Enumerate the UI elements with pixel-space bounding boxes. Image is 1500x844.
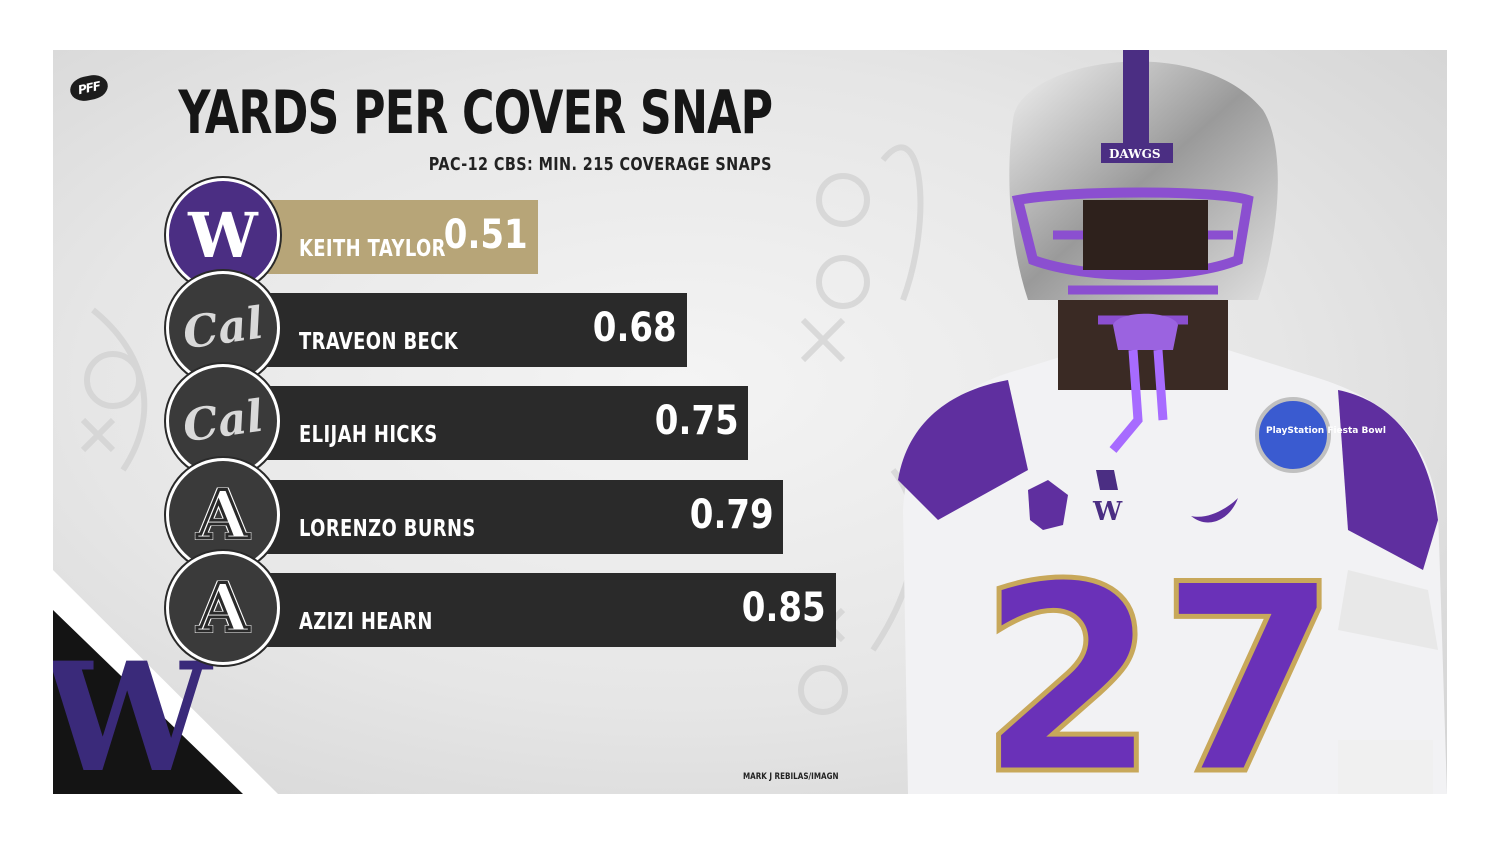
bar	[266, 293, 687, 367]
bar-row: KEITH TAYLOR 0.51 W	[166, 178, 866, 292]
bar	[266, 200, 538, 274]
team-logo-mark: W	[188, 198, 258, 272]
data-label: 0.85	[742, 585, 826, 631]
bar	[266, 386, 749, 460]
svg-text:W: W	[53, 630, 214, 794]
bar-row: LORENZO BURNS 0.79 A	[166, 458, 866, 572]
corner-w-decoration: W	[53, 570, 278, 794]
helmet-text: DAWGS	[1109, 147, 1161, 161]
team-logo-mark: Cal	[179, 297, 267, 359]
bar-chart: KEITH TAYLOR 0.51 W TRAVEON BECK 0.68 Cal ELIJ…	[53, 50, 1447, 794]
bar-label: KEITH TAYLOR	[299, 236, 446, 262]
arizona-logo-icon: A	[166, 551, 280, 665]
bar-label: TRAVEON BECK	[299, 329, 459, 355]
data-label: 0.75	[654, 398, 739, 444]
jersey-number: 27	[978, 530, 1340, 794]
bar-row: AZIZI HEARN 0.85 A	[166, 551, 866, 665]
data-label: 0.51	[444, 212, 528, 258]
bar	[266, 573, 836, 647]
team-logo-mark: A	[196, 475, 250, 556]
graphic-card: W PFF YARDS PER COVER SNAP PAC-12 CBS: M…	[53, 50, 1447, 794]
chart-subtitle: PAC-12 CBS: MIN. 215 COVERAGE SNAPS	[428, 154, 772, 175]
bar-label: ELIJAH HICKS	[299, 422, 438, 448]
bar-row: TRAVEON BECK 0.68 Cal	[166, 271, 866, 385]
svg-text:W: W	[1092, 497, 1123, 527]
team-logo-mark: Cal	[179, 390, 267, 452]
data-label: 0.79	[689, 492, 774, 538]
bar-row: ELIJAH HICKS 0.75 Cal	[166, 364, 866, 478]
photo-credit: MARK J REBILAS/IMAGN	[743, 772, 839, 782]
team-logo-mark: A	[196, 568, 250, 649]
bowl-patch: PlayStation Fiesta Bowl	[1266, 426, 1386, 436]
chart-title: YARDS PER COVER SNAP	[178, 78, 773, 148]
player-photo: DAWGS W 27 PlayStation Fiesta Bowl	[898, 50, 1447, 794]
data-label: 0.68	[593, 305, 677, 351]
bar-label: AZIZI HEARN	[299, 609, 433, 635]
bar	[266, 480, 784, 554]
bar-label: LORENZO BURNS	[299, 516, 476, 542]
